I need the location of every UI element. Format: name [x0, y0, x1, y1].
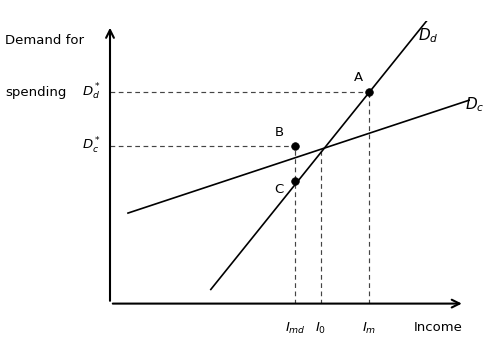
- Text: spending: spending: [5, 86, 66, 99]
- Text: B: B: [274, 126, 284, 139]
- Text: $D_d$: $D_d$: [418, 26, 438, 45]
- Text: $D_c^*$: $D_c^*$: [82, 136, 101, 156]
- Text: $I_m$: $I_m$: [362, 321, 376, 336]
- Text: $I_0$: $I_0$: [315, 321, 326, 336]
- Text: $I_{md}$: $I_{md}$: [285, 321, 306, 336]
- Text: Income: Income: [414, 321, 463, 334]
- Text: $D_d^*$: $D_d^*$: [82, 82, 101, 102]
- Text: A: A: [354, 71, 363, 84]
- Text: $D_c$: $D_c$: [464, 95, 484, 114]
- Text: Demand for: Demand for: [5, 34, 84, 48]
- Text: C: C: [274, 183, 284, 196]
